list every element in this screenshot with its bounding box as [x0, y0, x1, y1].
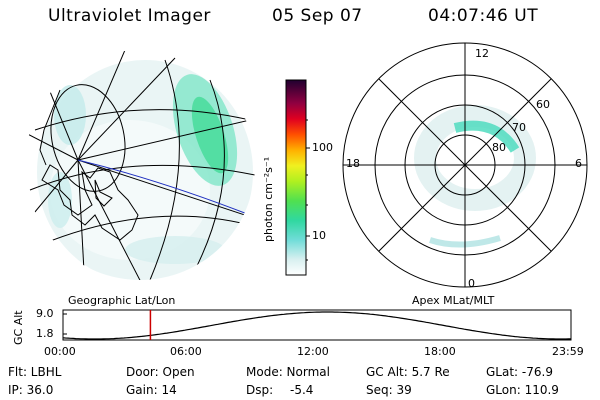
- info-ip: IP: 36.0: [8, 383, 54, 397]
- info-mode: Mode: Normal: [246, 365, 330, 379]
- date-label: 05 Sep 07: [272, 6, 363, 26]
- info-glon: GLon: 110.9: [486, 383, 559, 397]
- altitude-ylabel: GC Alt: [12, 310, 25, 345]
- mlt-label-0: 0: [468, 277, 475, 290]
- altitude-xtick-1: 06:00: [170, 345, 202, 358]
- geographic-caption: Geographic Lat/Lon: [68, 294, 176, 307]
- colorbar: [285, 79, 310, 276]
- mlt-label-6: 6: [575, 157, 582, 170]
- altitude-xtick-3: 18:00: [424, 345, 456, 358]
- altitude-ytick-high: 9.0: [36, 307, 54, 320]
- colorbar-unit-label: photon cm⁻²s⁻¹: [262, 156, 275, 242]
- mlat-label-70: 70: [512, 121, 526, 134]
- info-flt: Flt: LBHL: [8, 365, 62, 379]
- mlat-label-60: 60: [536, 98, 550, 111]
- info-gain: Gain: 14: [126, 383, 177, 397]
- altitude-xtick-4: 23:59: [552, 345, 584, 358]
- altitude-curve: [62, 311, 571, 340]
- orbit-track-line: [77, 159, 251, 216]
- colorbar-tick-10: 10: [312, 229, 326, 242]
- polar-panel: [342, 42, 588, 288]
- auroral-arc: [453, 120, 520, 153]
- polar-caption: Apex MLat/MLT: [412, 294, 495, 307]
- altitude-xtick-0: 00:00: [44, 345, 76, 358]
- instrument-title: Ultraviolet Imager: [48, 6, 211, 26]
- mlt-label-12: 12: [475, 47, 489, 60]
- mlat-label-80: 80: [492, 141, 506, 154]
- info-gc-alt: GC Alt: 5.7 Re: [366, 365, 450, 379]
- geographic-panel: [25, 50, 255, 280]
- info-dsp-label: Dsp:: [246, 383, 274, 397]
- info-glat: GLat: -76.9: [486, 365, 553, 379]
- altitude-plot: [62, 309, 572, 341]
- altitude-xtick-2: 12:00: [297, 345, 329, 358]
- time-label: 04:07:46 UT: [428, 6, 539, 26]
- altitude-ytick-low: 1.8: [36, 327, 54, 340]
- info-seq: Seq: 39: [366, 383, 412, 397]
- colorbar-tick-100: 100: [312, 141, 333, 154]
- mlt-label-18: 18: [346, 157, 360, 170]
- colorbar-gradient: [285, 79, 307, 276]
- altitude-plot-frame: [62, 309, 572, 341]
- info-dsp-value: -5.4: [290, 383, 314, 397]
- info-door: Door: Open: [126, 365, 195, 379]
